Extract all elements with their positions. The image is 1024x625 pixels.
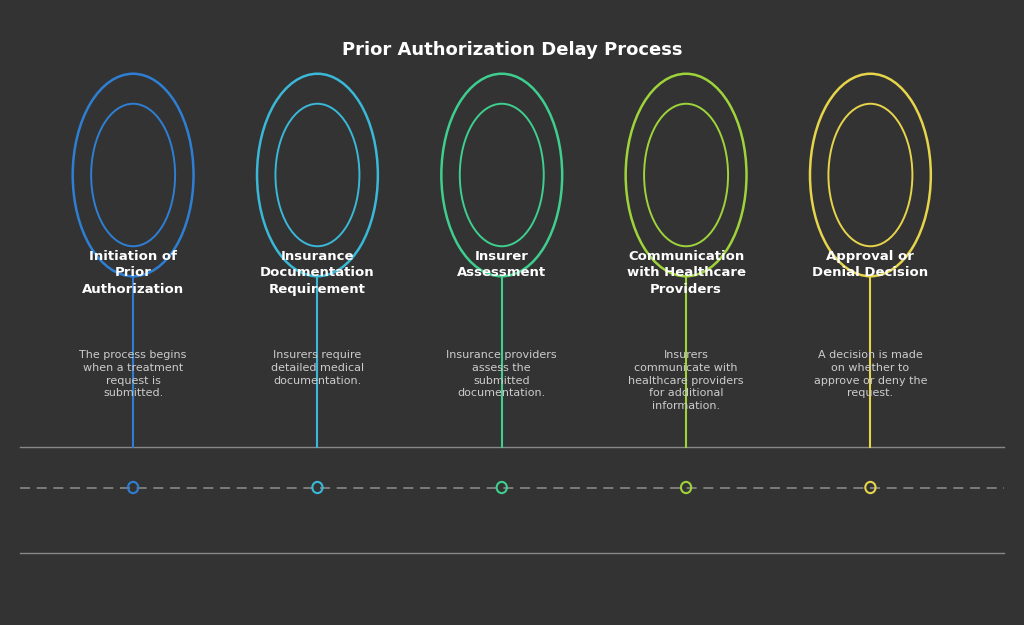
Text: Initiation of
Prior
Authorization: Initiation of Prior Authorization — [82, 250, 184, 296]
Text: Insurance providers
assess the
submitted
documentation.: Insurance providers assess the submitted… — [446, 350, 557, 398]
Text: Insurance
Documentation
Requirement: Insurance Documentation Requirement — [260, 250, 375, 296]
Text: Insurer
Assessment: Insurer Assessment — [457, 250, 547, 279]
Text: The process begins
when a treatment
request is
submitted.: The process begins when a treatment requ… — [80, 350, 186, 398]
Text: Insurers
communicate with
healthcare providers
for additional
information.: Insurers communicate with healthcare pro… — [629, 350, 743, 411]
Text: A decision is made
on whether to
approve or deny the
request.: A decision is made on whether to approve… — [814, 350, 927, 398]
Text: Prior Authorization Delay Process: Prior Authorization Delay Process — [342, 41, 682, 59]
Text: Insurers require
detailed medical
documentation.: Insurers require detailed medical docume… — [271, 350, 364, 386]
Text: Communication
with Healthcare
Providers: Communication with Healthcare Providers — [627, 250, 745, 296]
Text: Approval or
Denial Decision: Approval or Denial Decision — [812, 250, 929, 279]
